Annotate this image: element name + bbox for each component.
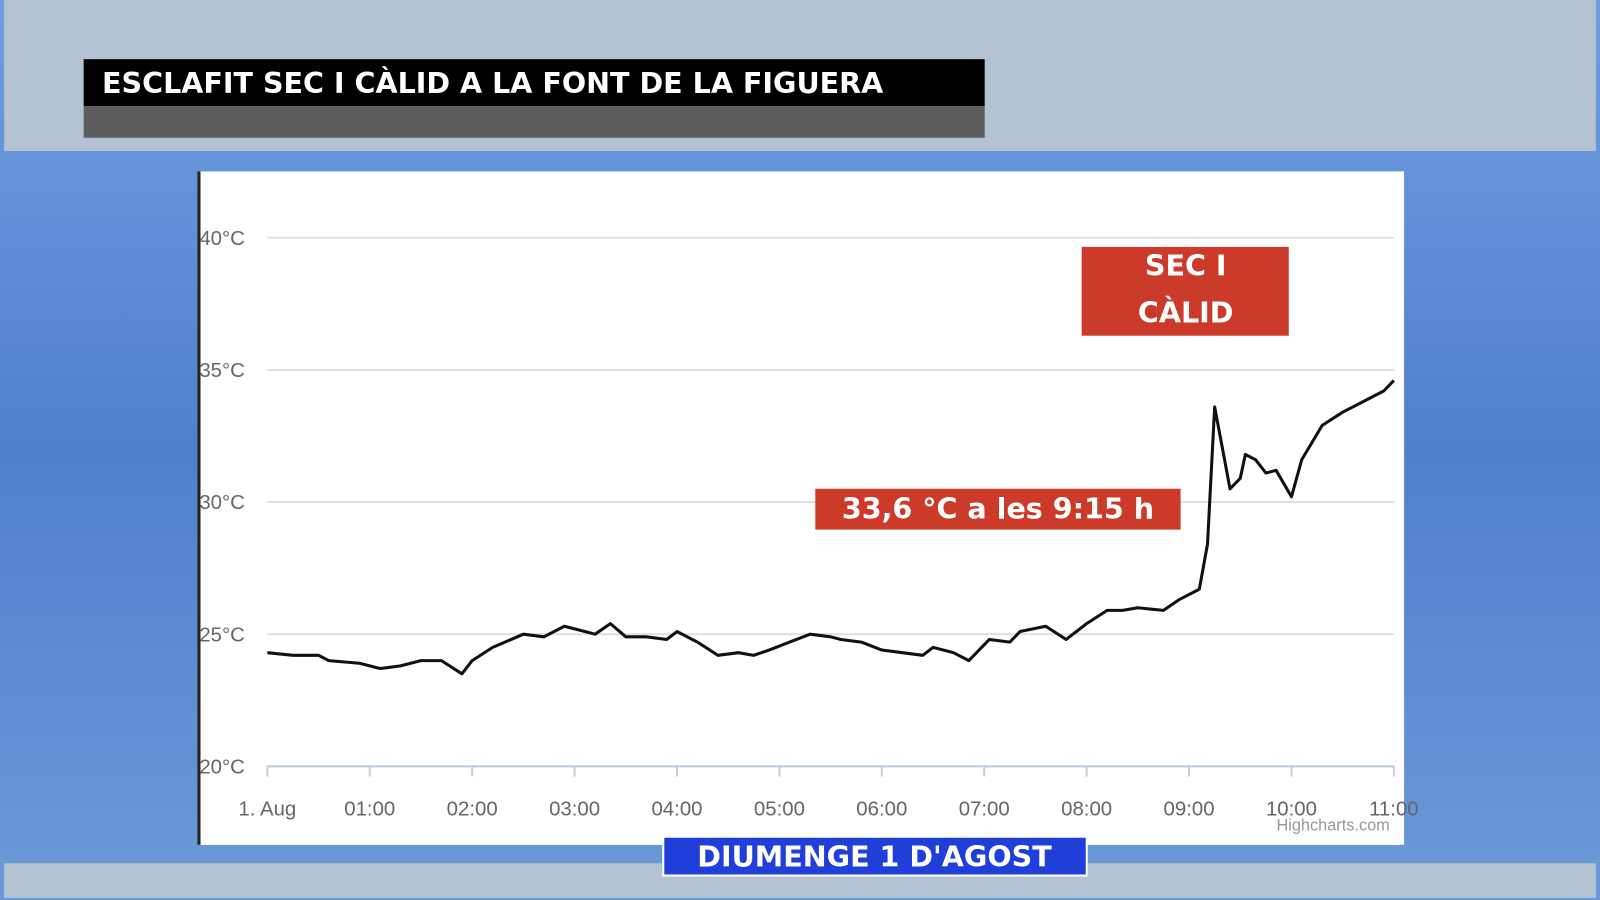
x-tick-label: 01:00 [344,798,395,820]
badge-box [1081,246,1289,336]
x-tick-label: 05:00 [754,798,805,820]
x-tick-label: 06:00 [856,798,907,820]
y-tick-label: 35°C [199,360,245,382]
badge-line: CÀLID [1138,295,1234,329]
badge-line: SEC I [1145,249,1227,283]
x-tick-label: 02:00 [447,798,498,820]
y-tick-label: 30°C [199,492,245,514]
y-tick-label: 40°C [199,228,245,250]
y-tick-label: 20°C [199,756,245,778]
x-tick-label: 03:00 [549,798,600,820]
x-tick-label: 09:00 [1164,798,1215,820]
x-tick-label: 07:00 [959,798,1010,820]
date-box [662,835,1088,877]
headline: ESCLAFIT SEC I CÀLID A LA FONT DE LA FIG… [102,66,883,100]
x-tick-label: 11:00 [1369,798,1419,820]
x-tick-label: 10:00 [1266,798,1317,820]
x-tick-label: 04:00 [651,798,702,820]
y-tick-label: 25°C [199,624,245,646]
date: DIUMENGE 1 D'AGOST [697,839,1052,873]
data-line [267,379,1395,676]
title-subbar [83,106,985,138]
annotation-box [815,488,1181,530]
x-tick-label: 08:00 [1061,798,1112,820]
title-bar [83,59,985,107]
credit: Highcharts.com [1276,817,1389,835]
annotation: 33,6 °C a les 9:15 h [842,491,1154,525]
x-tick-label: 1. Aug [238,798,296,820]
